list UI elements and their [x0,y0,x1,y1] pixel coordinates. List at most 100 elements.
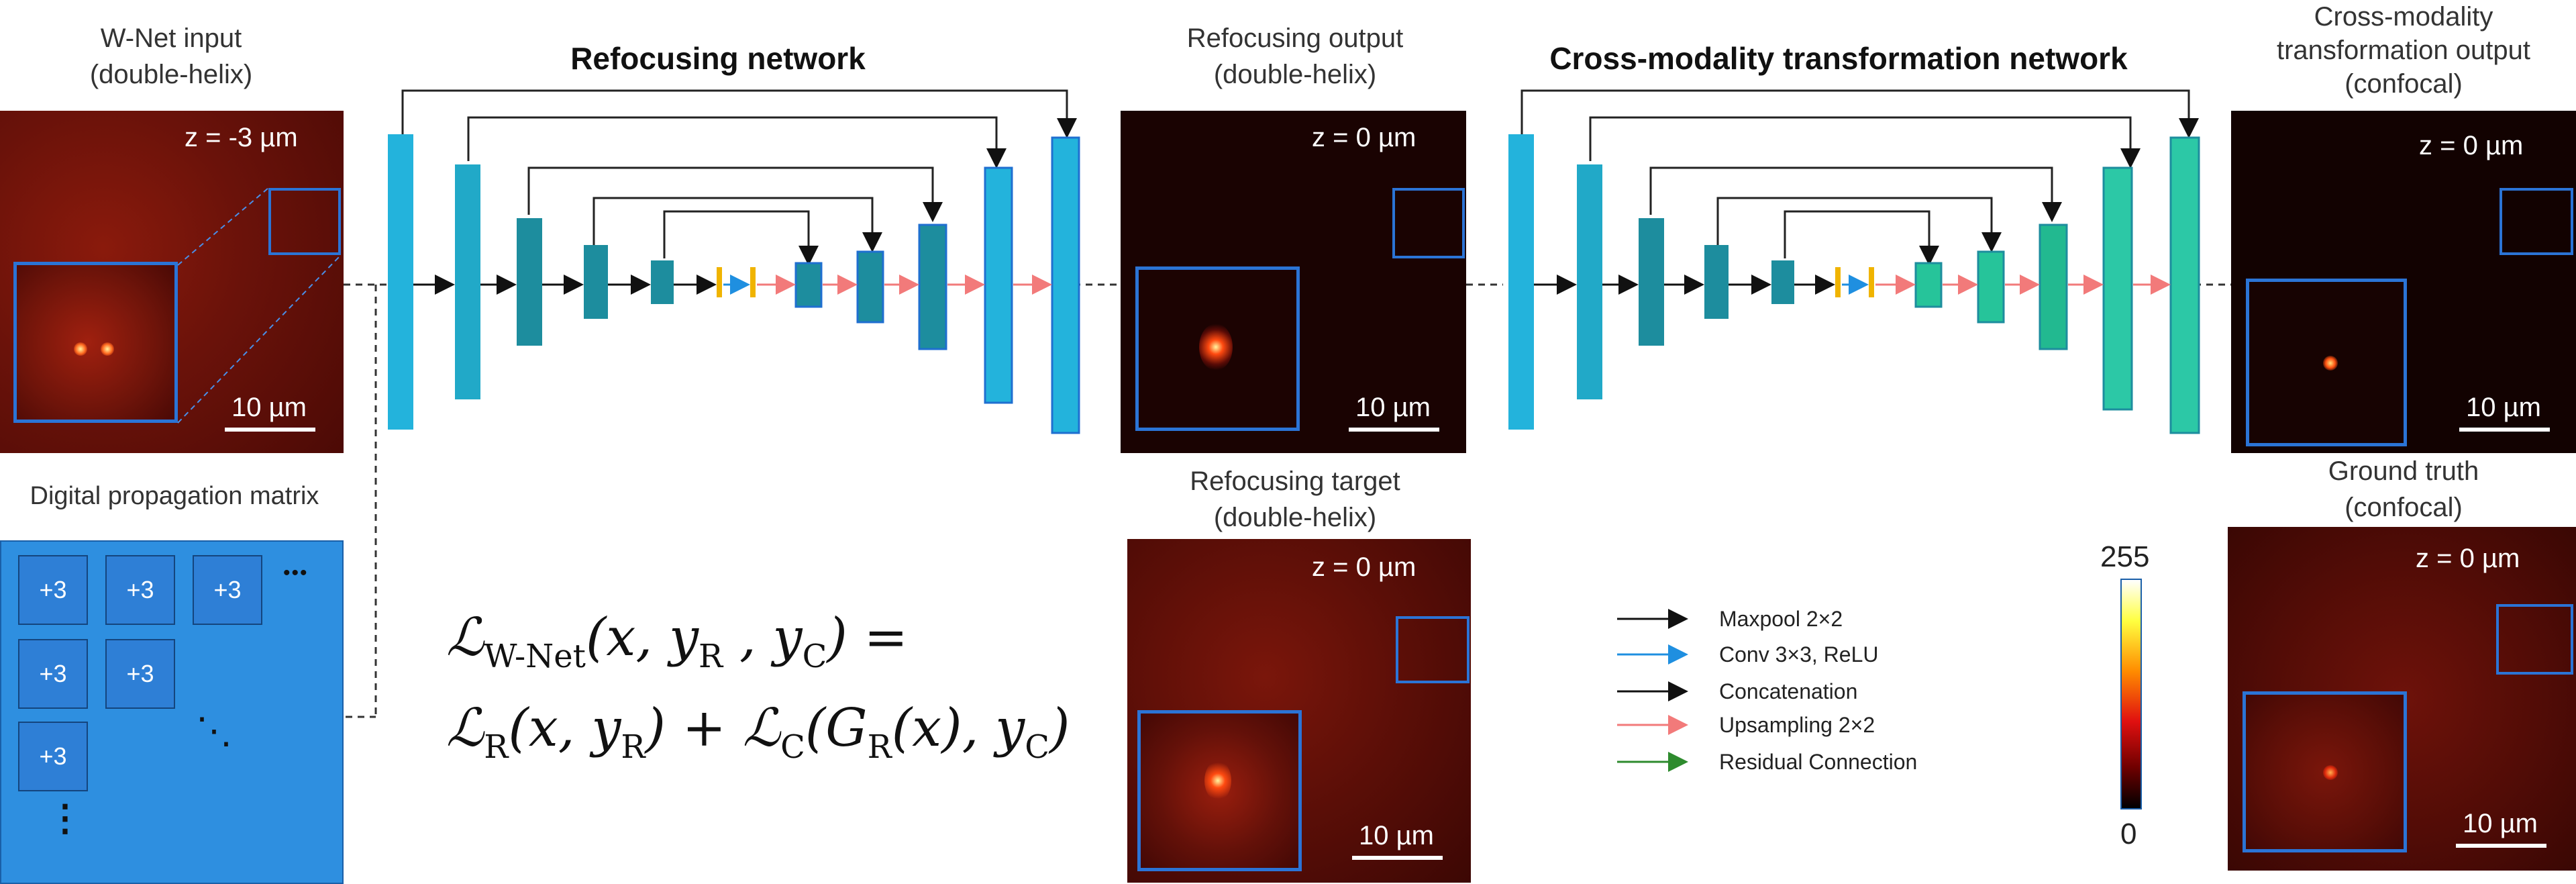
encoder-block [455,164,480,399]
ellipsis-diagonal: ⋱ [196,711,232,751]
encoder-block [1639,218,1664,346]
decoder-block [2102,166,2133,411]
dpm-matrix: +3 +3 +3 +3 +3 +3 ••• ⋱ ⋮ [0,540,344,884]
eq-sub: C [1025,728,1049,766]
z-label: z = 0 µm [2416,544,2520,573]
bottleneck-block [1869,267,1874,297]
eq-sub: R [699,638,723,675]
loss-equation-line2: ℒR(x, yR) + ℒC(GR(x), yC) [446,698,1070,766]
inset-zoom [13,262,178,423]
eq-text: ) [1049,698,1070,758]
loss-subscript: W-Net [484,638,586,675]
zoom-region [1392,188,1465,258]
emitter-spot [101,342,114,356]
legend-label-concatenation: Concatenation [1719,679,1858,703]
caption-line: Cross-modality [2314,2,2493,32]
caption-line: (double-helix) [1213,60,1377,89]
caption-line: Ground truth [2328,456,2479,486]
caption-line: Refocusing output [1186,23,1404,53]
colorbar-min-label: 0 [2120,818,2137,850]
colorbar [2120,579,2142,809]
encoder-block [1577,164,1602,399]
scale-bar-label: 10 µm [2466,393,2541,422]
eq-text: (x, y [585,607,699,668]
inset-zoom [2246,279,2407,446]
eq-sub: R [621,728,646,766]
ground-truth-caption: Ground truth (confocal) [2231,453,2576,526]
z-label: z = 0 µm [1312,552,1416,582]
loss-symbol: ℒ [742,698,781,758]
scale-bar-label: 10 µm [1359,821,1434,850]
zoom-region [2496,604,2573,675]
scale-bar [1352,856,1443,860]
zoom-region [2500,188,2573,255]
caption-line: Refocusing target [1190,466,1400,496]
eq-text: ) + [645,698,743,758]
caption-line: (double-helix) [1213,503,1377,532]
emitter-spot [1204,760,1231,801]
caption-line: (confocal) [2345,69,2463,99]
decoder-block [984,166,1013,404]
legend-label-maxpool: Maxpool 2×2 [1719,607,1843,631]
cross-output-caption: Cross-modality transformation output (co… [2231,0,2576,101]
encoder-block [388,134,413,430]
encoder-block [1771,260,1794,304]
dpm-cell: +3 [105,639,175,709]
cross-output-image: z = 0 µm 10 µm [2231,111,2576,453]
dpm-caption: Digital propagation matrix [30,482,319,510]
wnet-input-caption: W-Net input (double-helix) [0,20,342,93]
decoder-block [1977,250,2005,324]
decoder-block [1051,136,1080,434]
legend-label-residual: Residual Connection [1719,750,1918,774]
dpm-cell: +3 [18,555,88,625]
decoder-block [1914,262,1943,308]
emitter-spot [1199,324,1233,371]
scale-bar-label: 10 µm [1355,393,1431,422]
z-label: z = -3 µm [185,123,298,152]
eq-text: (G [805,698,868,758]
scale-bar [1349,428,1439,432]
refocus-output-caption: Refocusing output (double-helix) [1121,20,1470,93]
emitter-spot [2323,765,2338,780]
eq-text: (x), y [891,698,1025,758]
emitter-spot [2323,356,2338,371]
decoder-block [794,262,823,308]
refocus-target-caption: Refocusing target (double-helix) [1121,463,1470,536]
scale-bar [2456,844,2546,848]
zoom-region [268,188,341,255]
legend-label-upsampling: Upsampling 2×2 [1719,713,1875,737]
dpm-cell: +3 [193,555,262,625]
decoder-block [918,224,947,350]
eq-sub: C [780,728,805,766]
cross-modality-network-title: Cross-modality transformation network [1549,41,2128,76]
eq-text: , y [723,607,803,668]
loss-equation-line1: ℒW-Net(x, yR , yC) = [446,607,908,675]
bottleneck-block [717,267,722,297]
zoom-region [1396,616,1470,683]
z-label: z = 0 µm [2419,131,2524,160]
ellipsis-horizontal: ••• [283,562,309,584]
inset-zoom [1135,266,1300,431]
refocusing-network [388,89,1080,434]
decoder-block [2039,224,2068,350]
loss-symbol: ℒ [446,607,484,668]
dpm-cell: +3 [18,722,88,791]
encoder-block [651,260,674,304]
decoder-block [856,250,884,324]
refocusing-network-title: Refocusing network [570,41,866,76]
cross-modality-network [1508,89,2200,434]
decoder-block [2169,136,2200,434]
legend-label-conv: Conv 3×3, ReLU [1719,642,1879,667]
scale-bar [2459,428,2550,432]
dpm-cell: +3 [105,555,175,625]
ground-truth-image: z = 0 µm 10 µm [2228,527,2576,871]
legend-arrows [1617,609,1688,772]
bottleneck-block [1835,267,1841,297]
wnet-input-caption-line2: (double-helix) [89,60,253,89]
encoder-block [1704,245,1729,319]
wnet-input-caption-line1: W-Net input [100,23,242,53]
eq-sub: R [867,728,892,766]
inset-zoom [2243,691,2407,852]
encoder-block [517,218,542,346]
